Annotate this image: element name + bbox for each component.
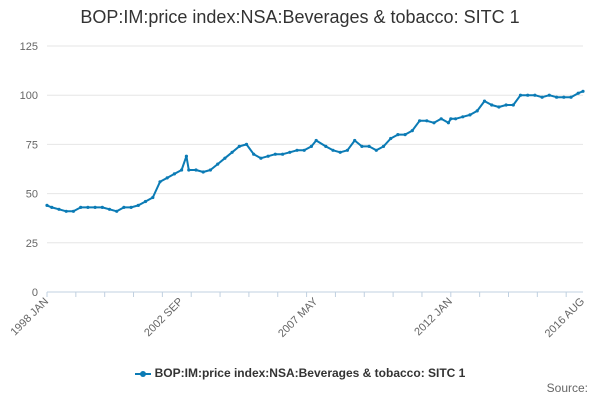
data-point bbox=[143, 199, 148, 204]
data-point bbox=[165, 176, 169, 180]
data-point bbox=[273, 152, 277, 156]
data-point bbox=[107, 207, 112, 211]
data-point bbox=[201, 170, 205, 174]
data-point bbox=[562, 95, 566, 99]
data-point bbox=[281, 152, 285, 156]
data-point bbox=[302, 148, 306, 152]
y-tick-label: 125 bbox=[20, 41, 38, 53]
data-point bbox=[449, 117, 453, 121]
data-point bbox=[511, 103, 515, 107]
data-point bbox=[432, 121, 436, 125]
x-tick-label: 2012 JAN bbox=[412, 296, 455, 339]
data-point bbox=[389, 136, 393, 141]
data-point bbox=[295, 148, 299, 152]
data-point bbox=[252, 152, 256, 156]
data-point bbox=[374, 148, 378, 152]
data-point bbox=[446, 121, 450, 125]
series-layer bbox=[45, 89, 585, 213]
data-point bbox=[526, 93, 530, 97]
data-point bbox=[93, 205, 97, 209]
data-point bbox=[547, 93, 551, 97]
data-point bbox=[136, 203, 140, 207]
y-tick-label: 0 bbox=[32, 287, 38, 299]
data-point bbox=[194, 168, 198, 172]
data-point bbox=[345, 148, 349, 152]
data-point bbox=[71, 209, 75, 213]
y-tick-label: 75 bbox=[26, 139, 38, 151]
data-point bbox=[266, 154, 270, 158]
y-tick-label: 100 bbox=[20, 90, 38, 102]
axis-layer: 0 25 50 75 100 125 1998 JAN 2002 SEP 2007 MAY 201… bbox=[8, 41, 587, 340]
y-tick-label: 50 bbox=[26, 189, 38, 201]
x-tick-label: 2016 AUG bbox=[543, 296, 587, 340]
x-tick-label: 2002 SEP bbox=[142, 296, 186, 340]
data-point bbox=[324, 144, 328, 148]
data-point bbox=[490, 103, 494, 107]
data-point bbox=[403, 133, 407, 137]
data-point bbox=[86, 205, 90, 209]
source-label: Source: bbox=[546, 381, 588, 395]
data-point bbox=[439, 117, 443, 121]
data-point bbox=[353, 138, 357, 143]
data-point bbox=[50, 205, 54, 209]
x-tick-label: 2007 MAY bbox=[276, 295, 321, 340]
data-point bbox=[396, 133, 400, 137]
data-point bbox=[172, 172, 176, 176]
data-point bbox=[581, 89, 585, 93]
data-point bbox=[533, 93, 537, 97]
data-point bbox=[151, 195, 155, 200]
data-point bbox=[338, 150, 342, 154]
data-point bbox=[216, 162, 220, 166]
data-point bbox=[45, 203, 49, 207]
data-point bbox=[475, 109, 479, 113]
data-point bbox=[230, 150, 234, 154]
data-point bbox=[158, 180, 162, 184]
legend[interactable]: BOP:IM:price index:NSA:Beverages & tobac… bbox=[0, 366, 600, 380]
data-point bbox=[576, 91, 580, 95]
data-point bbox=[309, 144, 313, 148]
x-tick-label: 1998 JAN bbox=[8, 296, 51, 339]
data-point bbox=[180, 168, 184, 172]
data-point bbox=[497, 105, 501, 109]
data-point bbox=[57, 207, 61, 211]
data-point bbox=[468, 113, 472, 117]
grid-layer bbox=[47, 45, 583, 244]
data-point bbox=[482, 99, 487, 103]
data-point bbox=[367, 144, 371, 148]
chart-title: BOP:IM:price index:NSA:Beverages & tobac… bbox=[80, 7, 520, 27]
data-point bbox=[461, 115, 465, 119]
data-point bbox=[122, 205, 126, 209]
data-point bbox=[237, 144, 241, 148]
data-point bbox=[288, 150, 292, 154]
data-point bbox=[208, 168, 212, 172]
data-point bbox=[410, 129, 414, 133]
data-point bbox=[64, 209, 68, 213]
data-point bbox=[518, 93, 523, 97]
data-point bbox=[100, 205, 104, 209]
data-point bbox=[555, 95, 559, 99]
data-point bbox=[79, 205, 83, 209]
data-point bbox=[360, 144, 364, 148]
data-point bbox=[504, 103, 508, 107]
legend-swatch bbox=[134, 369, 151, 379]
data-point bbox=[184, 154, 188, 158]
data-point bbox=[454, 117, 458, 121]
legend-label: BOP:IM:price index:NSA:Beverages & tobac… bbox=[154, 366, 466, 380]
data-point bbox=[540, 95, 544, 99]
data-point bbox=[187, 168, 191, 172]
data-point bbox=[331, 148, 335, 152]
data-point bbox=[244, 142, 249, 146]
data-point bbox=[381, 144, 386, 148]
data-point bbox=[223, 156, 227, 160]
data-point bbox=[314, 138, 318, 143]
data-point bbox=[115, 209, 119, 213]
data-point bbox=[425, 119, 429, 123]
data-point bbox=[569, 95, 573, 99]
data-point bbox=[418, 119, 422, 123]
y-tick-label: 25 bbox=[26, 238, 38, 250]
data-point bbox=[259, 156, 263, 160]
data-point bbox=[129, 205, 133, 209]
